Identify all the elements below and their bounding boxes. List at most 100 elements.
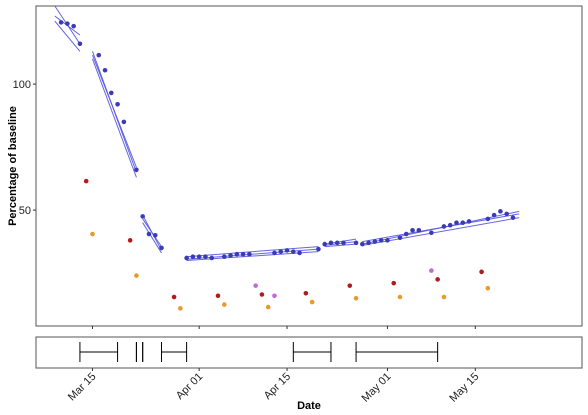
point-main-0 <box>58 20 64 25</box>
point-main-5 <box>102 67 108 73</box>
point-main-47 <box>454 220 459 225</box>
point-red-5 <box>303 290 309 296</box>
point-orange-4 <box>265 304 271 310</box>
point-main-28 <box>297 250 302 256</box>
point-orange-7 <box>397 294 403 300</box>
point-main-13 <box>159 245 164 251</box>
point-orange-9 <box>485 285 491 291</box>
point-orange-0 <box>90 231 95 237</box>
data-points <box>58 20 516 311</box>
point-main-46 <box>447 222 453 228</box>
point-main-2 <box>71 23 76 29</box>
point-violet-0 <box>253 283 258 288</box>
point-main-16 <box>196 254 202 260</box>
point-main-43 <box>416 227 422 233</box>
point-main-42 <box>410 227 415 233</box>
point-main-25 <box>278 249 284 254</box>
point-main-19 <box>221 254 227 260</box>
point-red-2 <box>171 294 177 300</box>
point-orange-2 <box>178 306 183 311</box>
point-main-38 <box>378 238 384 243</box>
point-main-11 <box>146 231 152 237</box>
y-tick-label-1: 100 <box>13 79 31 91</box>
point-main-20 <box>228 253 233 258</box>
point-main-7 <box>115 101 120 107</box>
point-red-9 <box>479 269 484 275</box>
point-orange-3 <box>221 302 227 307</box>
point-main-39 <box>385 238 390 243</box>
point-main-9 <box>134 167 139 173</box>
point-main-54 <box>510 215 516 220</box>
point-main-4 <box>96 52 102 58</box>
point-main-17 <box>203 254 208 260</box>
interval-bars <box>79 342 439 362</box>
y-tick-label-0: 50 <box>19 205 31 217</box>
fit-line-1-2 <box>92 58 137 178</box>
main-plot-panel <box>35 5 583 327</box>
point-main-10 <box>140 214 145 219</box>
point-main-36 <box>366 240 371 246</box>
fit-line-1-1 <box>92 54 137 168</box>
point-main-50 <box>485 216 491 222</box>
point-main-15 <box>190 254 196 260</box>
point-main-12 <box>152 232 158 238</box>
point-main-24 <box>272 250 277 256</box>
point-main-3 <box>77 41 83 47</box>
point-orange-1 <box>134 273 139 278</box>
fit-line-2-2 <box>142 222 162 254</box>
point-violet-2 <box>429 268 434 273</box>
interval-4 <box>292 342 332 362</box>
y-axis-title: Percentage of baseline <box>7 106 19 226</box>
point-main-48 <box>460 220 466 225</box>
point-main-40 <box>397 235 403 241</box>
point-main-33 <box>341 240 346 246</box>
point-red-3 <box>215 293 221 299</box>
point-main-35 <box>360 241 365 247</box>
point-orange-8 <box>441 294 447 300</box>
point-main-49 <box>466 219 472 224</box>
point-main-34 <box>353 240 359 246</box>
point-main-29 <box>316 246 321 252</box>
point-main-14 <box>184 255 189 261</box>
point-main-22 <box>240 251 246 257</box>
point-main-27 <box>291 249 296 254</box>
point-main-32 <box>334 240 340 246</box>
interval-0 <box>79 342 119 362</box>
point-violet-1 <box>272 293 277 299</box>
point-main-41 <box>403 231 409 237</box>
fit-line-4-2 <box>324 243 357 248</box>
fit-line-3-1 <box>186 248 319 260</box>
fit-line-0-2 <box>54 20 81 52</box>
point-red-0 <box>83 178 89 184</box>
fit-line-3-2 <box>186 251 319 261</box>
point-main-53 <box>504 211 509 217</box>
fit-line-2-1 <box>142 218 162 247</box>
fit-line-3-0 <box>186 246 319 258</box>
y-axis: 50 100 <box>13 79 36 217</box>
point-red-8 <box>435 277 440 282</box>
point-main-52 <box>498 209 503 214</box>
point-main-21 <box>234 251 240 257</box>
point-red-7 <box>391 280 397 286</box>
point-orange-6 <box>353 295 359 301</box>
point-main-31 <box>328 240 334 246</box>
point-red-1 <box>127 238 133 243</box>
point-red-6 <box>347 283 353 288</box>
x-axis-title: Date <box>297 400 321 412</box>
point-main-26 <box>284 248 290 253</box>
point-main-18 <box>209 255 215 261</box>
interval-3 <box>161 342 188 362</box>
point-main-44 <box>429 230 434 236</box>
point-red-4 <box>259 292 265 297</box>
point-main-30 <box>322 241 327 247</box>
point-main-23 <box>247 251 252 257</box>
point-main-37 <box>372 239 378 244</box>
point-orange-5 <box>309 299 315 305</box>
point-main-8 <box>121 119 127 125</box>
point-main-1 <box>65 21 70 26</box>
point-main-51 <box>491 212 497 218</box>
point-main-6 <box>109 90 114 96</box>
interval-5 <box>355 342 439 362</box>
point-main-45 <box>441 224 447 229</box>
